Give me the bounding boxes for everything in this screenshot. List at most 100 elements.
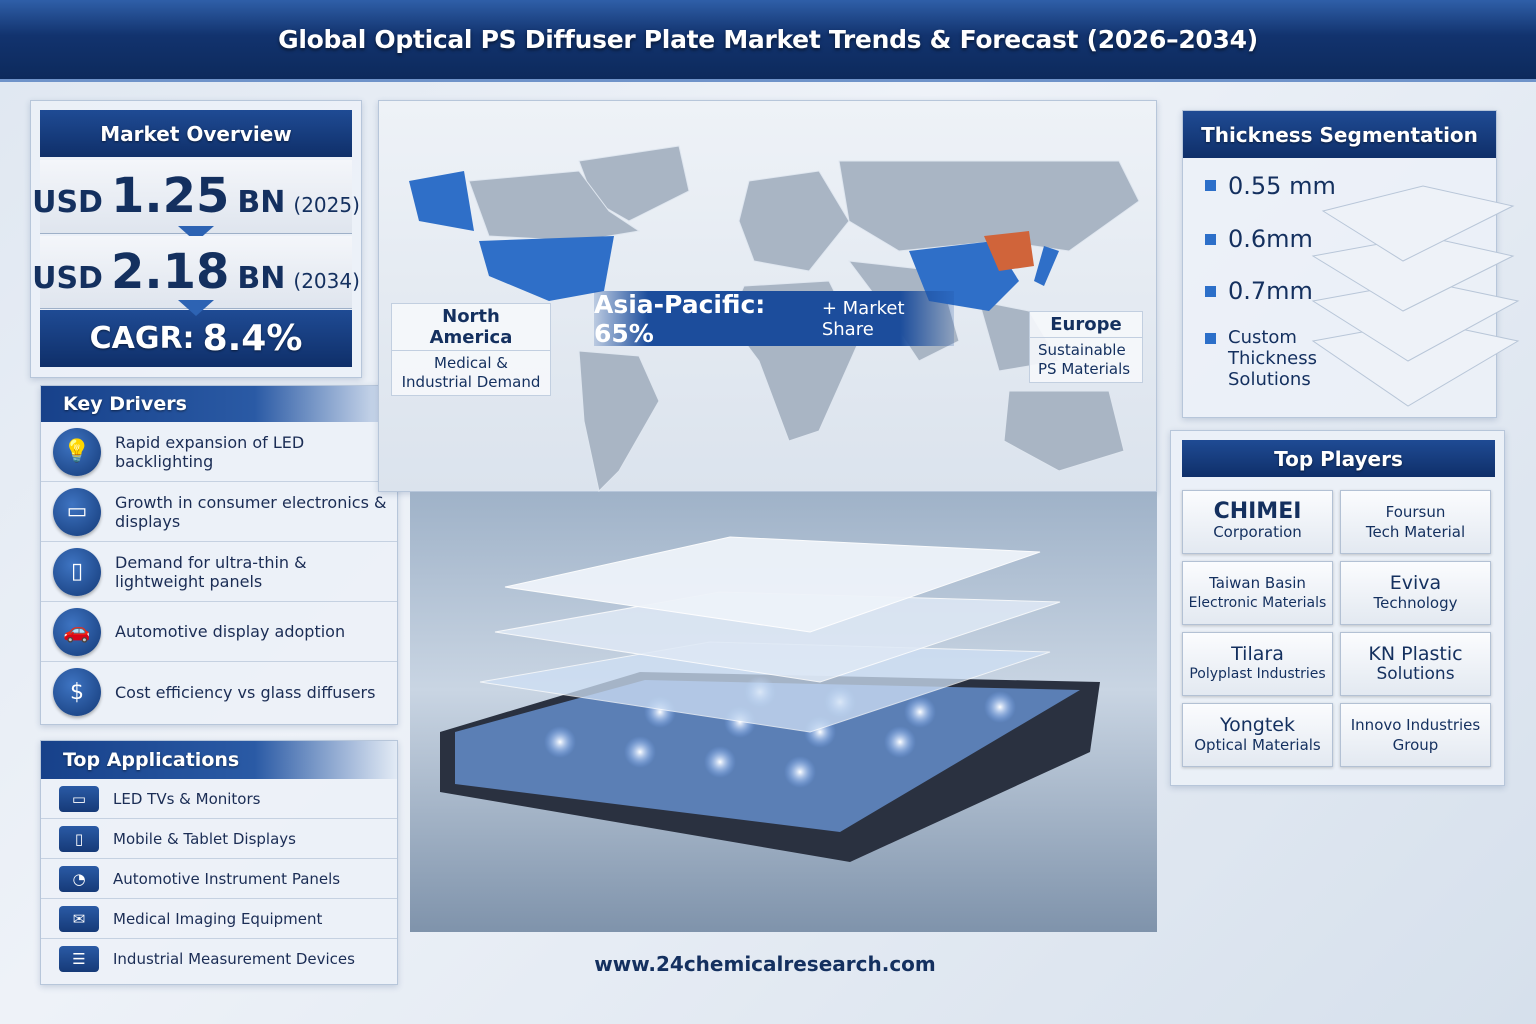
player-name: CHIMEI	[1213, 499, 1302, 524]
russia-asia	[838, 160, 1140, 252]
down-arrow-icon	[178, 300, 214, 316]
europe	[738, 170, 850, 272]
driver-label: Rapid expansion of LED backlighting	[115, 432, 305, 471]
market-overview-heading: Market Overview	[40, 110, 352, 157]
south-america	[578, 350, 660, 493]
region-japan	[1034, 246, 1059, 286]
australia	[1003, 390, 1125, 472]
thickness-label: 0.7mm	[1228, 277, 1313, 305]
player-card: Innovo Industries Group	[1340, 703, 1491, 767]
tv-icon: ▭	[59, 785, 99, 812]
market-value-2034: USD 2.18 BN (2034)	[32, 236, 360, 309]
player-sub: Polyplast Industries	[1189, 666, 1326, 682]
thickness-item: Custom Thickness Solutions	[1183, 317, 1496, 407]
piggy-bank-icon: $	[53, 668, 101, 716]
top-players-heading: Top Players	[1182, 440, 1495, 477]
player-sub: Electronic Materials	[1188, 595, 1327, 611]
thickness-plates-illustration	[1311, 185, 1520, 407]
player-name: KN Plastic	[1368, 643, 1463, 665]
player-card: Eviva Technology	[1340, 561, 1491, 625]
north-america-label: North America Medical & Industrial Deman…	[391, 303, 551, 396]
dashboard-icon: ◔	[59, 865, 99, 892]
header-banner: Global Optical PS Diffuser Plate Market …	[0, 0, 1536, 82]
medical-icon: ✉	[59, 905, 99, 932]
player-card: KN Plastic Solutions	[1340, 632, 1491, 696]
year: (2025)	[293, 193, 360, 217]
thickness-label: 0.6mm	[1228, 225, 1313, 253]
application-item: ▯ Mobile & Tablet Displays	[41, 819, 397, 859]
page-title: Global Optical PS Diffuser Plate Market …	[278, 25, 1258, 54]
unit: BN	[237, 185, 286, 220]
diffuser-layer-1	[504, 536, 1041, 633]
driver-item: 🚗 Automotive display adoption	[41, 602, 397, 662]
driver-item: $ Cost efficiency vs glass diffusers	[41, 662, 397, 722]
website-url[interactable]: www.24chemicalresearch.com	[594, 952, 936, 976]
top-applications-panel: Top Applications ▭ LED TVs & Monitors ▯ Mo…	[40, 740, 398, 985]
canada	[468, 170, 641, 242]
driver-label: Automotive display adoption	[115, 622, 346, 641]
application-item: ◔ Automotive Instrument Panels	[41, 859, 397, 899]
bullet-icon	[1205, 333, 1216, 344]
player-sub: Tech Material	[1365, 523, 1466, 541]
region-korea-east-china	[984, 231, 1034, 271]
cagr-value: 8.4%	[202, 318, 303, 359]
car-icon: 🚗	[53, 607, 101, 656]
top-applications-heading: Top Applications	[41, 741, 397, 779]
driver-label: Demand for ultra-thin & lightweight pane…	[115, 552, 307, 591]
asia-pacific-share: Asia-Pacific: 65%	[594, 289, 766, 348]
driver-item: 💡 Rapid expansion of LED backlighting	[41, 422, 397, 482]
key-drivers-panel: Key Drivers 💡 Rapid expansion of LED back…	[40, 385, 398, 725]
application-label: Mobile & Tablet Displays	[113, 829, 296, 848]
player-card: Taiwan Basin Electronic Materials	[1182, 561, 1333, 625]
application-label: Industrial Measurement Devices	[113, 950, 355, 968]
player-card: Tilara Polyplast Industries	[1182, 632, 1333, 696]
europe-label: Europe Sustainable PS Materials	[1029, 311, 1143, 383]
player-name: Taiwan Basin	[1209, 574, 1306, 592]
driver-item: ▭ Growth in consumer electronics & displa…	[41, 482, 397, 542]
thickness-panel: Thickness Segmentation 0.55 mm 0.6mm 0.7…	[1182, 110, 1520, 418]
currency: USD	[32, 185, 103, 220]
bullet-icon	[1205, 233, 1216, 245]
monitor-icon: ▭	[53, 487, 101, 536]
application-item: ☰ Industrial Measurement Devices	[41, 939, 397, 979]
top-players-grid: CHIMEI Corporation Foursun Tech Material T…	[1182, 490, 1492, 767]
region-subtitle: Sustainable PS Materials	[1038, 341, 1131, 378]
driver-item: ▯ Demand for ultra-thin & lightweight pan…	[41, 542, 397, 602]
world-map-panel: North America Medical & Industrial Deman…	[378, 100, 1157, 493]
asia-pacific-suffix: + Market Share	[821, 297, 905, 340]
lightbulb-icon: 💡	[53, 427, 101, 476]
player-sub: Optical Materials	[1194, 736, 1321, 754]
cagr-label: CAGR:	[89, 321, 195, 356]
player-card: Foursun Tech Material	[1340, 490, 1491, 554]
driver-label: Cost efficiency vs glass diffusers	[115, 682, 376, 702]
thickness-item: 0.6mm	[1183, 213, 1496, 265]
application-label: Medical Imaging Equipment	[113, 909, 323, 928]
application-label: Automotive Instrument Panels	[113, 869, 341, 888]
player-name: Foursun	[1385, 503, 1446, 521]
thickness-heading: Thickness Segmentation	[1183, 111, 1496, 158]
tablet-icon: ▯	[53, 547, 101, 596]
gauge-icon: ☰	[59, 946, 99, 972]
thickness-item: 0.7mm	[1183, 265, 1496, 317]
diffuser-plate-image	[410, 492, 1157, 932]
diffuser-layer-3	[479, 641, 1051, 733]
player-sub: Solutions	[1376, 664, 1455, 684]
diffuser-stack-illustration	[440, 536, 1100, 862]
player-name: Innovo Industries	[1350, 716, 1481, 734]
currency: USD	[32, 261, 103, 296]
player-sub: Corporation	[1213, 523, 1302, 541]
region-usa	[479, 236, 614, 301]
bullet-icon	[1205, 180, 1216, 191]
region-title: Europe	[1030, 312, 1142, 338]
market-value-2025: USD 1.25 BN (2025)	[32, 160, 360, 234]
player-card: Yongtek Optical Materials	[1182, 703, 1333, 767]
application-label: LED TVs & Monitors	[113, 789, 261, 808]
player-name: Yongtek	[1220, 714, 1295, 736]
mobile-icon: ▯	[59, 825, 99, 852]
region-title: North America	[392, 304, 550, 351]
key-drivers-heading: Key Drivers	[41, 386, 397, 422]
year: (2034)	[293, 269, 360, 293]
thickness-label: Custom Thickness Solutions	[1228, 327, 1317, 390]
region-subtitle: Medical & Industrial Demand	[401, 354, 541, 391]
cagr-box: CAGR: 8.4%	[40, 310, 352, 367]
